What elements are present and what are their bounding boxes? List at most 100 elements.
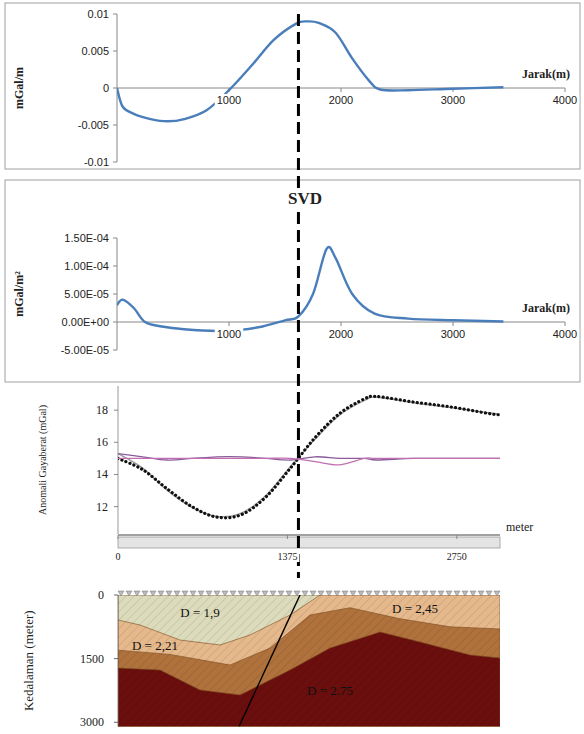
station [446,591,452,596]
data-line [117,21,503,121]
station [390,591,396,596]
station [166,591,172,596]
station [310,591,316,596]
station [326,591,332,596]
station [454,591,460,596]
label-patch [114,551,123,562]
x-tick-label: 4000 [553,94,577,106]
station [342,591,348,596]
station [486,591,492,596]
y-tick [114,442,118,443]
layer [118,632,500,726]
station [118,591,124,596]
label-patch [445,551,469,562]
station [230,591,236,596]
y-tick [113,88,117,89]
x-tick [287,535,288,539]
station [182,591,188,596]
y-tick-label: 5.00E-05 [64,288,109,300]
y-axis-title: mGal/m² [12,271,26,317]
data-line [118,454,500,460]
layer-hatch [118,632,500,726]
y-tick-label: 0 [98,588,104,602]
station [406,591,412,596]
x-tick-label: 2000 [329,94,353,106]
marker-line [297,14,300,578]
station [430,591,436,596]
x-tick-label: 4000 [553,328,577,340]
x-tick [341,88,342,92]
data-line [118,396,500,518]
y-tick [113,125,117,126]
y-tick-label: 0.00E+00 [62,316,109,328]
station [214,591,220,596]
station [142,591,148,596]
x-tick [229,322,230,326]
y-axis [118,595,119,727]
station [198,591,204,596]
station [318,591,324,596]
station [470,591,476,596]
y-tick-label: 16 [96,435,108,449]
label-patch [327,94,355,106]
x-tick-label: 2000 [329,328,353,340]
station [462,591,468,596]
label-patch [327,328,355,340]
y-tick [113,238,117,239]
y-tick-label: -5.00E-05 [61,344,109,356]
station [382,591,388,596]
panel-frame [5,3,580,169]
station [262,591,268,596]
panel-2: 12141618meterAnomali Gayaberat (mGal) [37,386,533,548]
station [270,591,276,596]
x-axis [118,535,500,536]
y-tick-label: 12 [96,500,108,514]
station [438,591,444,596]
x-tick-label: 3000 [441,94,465,106]
y-tick-label: 14 [96,467,108,481]
station [206,591,212,596]
label-patch [286,189,324,208]
station [414,591,420,596]
station [246,591,252,596]
panel-0: -0.01-0.00500.0050.01Jarak(m)mGal/m [5,3,580,169]
y-tick [113,162,117,163]
layer-label: D = 2.75 [307,683,353,698]
section-layers [118,595,500,727]
y-tick [114,506,118,507]
station [302,591,308,596]
layer-label: D = 1,9 [180,605,219,620]
data-line [118,397,500,517]
station [334,591,340,596]
station [350,591,356,596]
plot-lines [118,396,500,518]
figure: -0.01-0.00500.0050.01Jarak(m)mGal/m-5.00… [0,0,584,734]
y-axis-title: mGal/m [12,67,26,109]
x-tick-label: 2750 [447,551,467,562]
y-tick [114,595,118,596]
y-tick [113,294,117,295]
y-tick-label: 1500 [80,652,104,666]
x-tick-label: 3000 [441,328,465,340]
panel-3: D = 2,21D = 2,45D = 2.75D = 1,9015003000… [21,588,500,729]
station [286,591,292,596]
x-tick [565,88,566,92]
plot-lines [117,21,503,121]
station [278,591,284,596]
station [422,591,428,596]
x-axis-title: Jarak(m) [522,301,570,315]
station [366,591,372,596]
x-axis-title: Jarak(m) [522,67,570,81]
fault-line [239,595,300,727]
y-tick-label: 3000 [80,715,104,729]
layer-label: D = 2,45 [392,601,438,616]
station [398,591,404,596]
label-patch [551,328,579,340]
x-tick [453,322,454,326]
x-tick [118,535,119,539]
data-line [118,458,500,465]
y-tick-label: 0.005 [81,45,109,57]
y-tick [113,322,117,323]
label-patch [215,94,243,106]
y-tick-label: 0 [103,82,109,94]
